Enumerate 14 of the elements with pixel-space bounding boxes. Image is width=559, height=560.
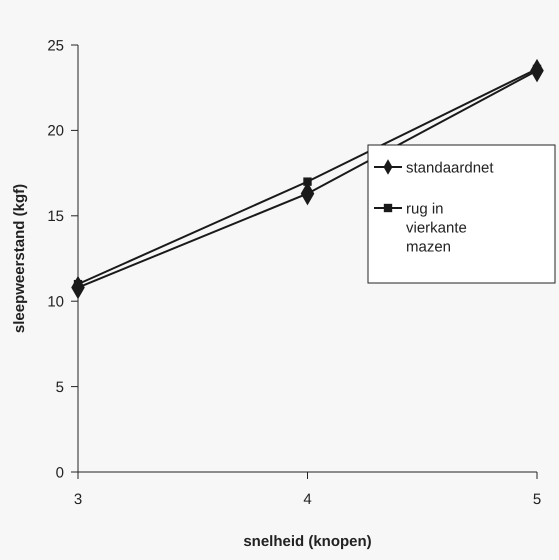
y-tick-label: 25 [47, 37, 64, 54]
y-tick-label: 5 [56, 378, 64, 396]
y-axis-title: sleepweerstand (kgf) [11, 184, 28, 334]
x-tick-label: 3 [74, 491, 82, 508]
x-axis-title: snelheid (knopen) [243, 533, 372, 550]
y-tick-label: 10 [47, 293, 64, 310]
x-tick-label: 4 [303, 491, 312, 508]
x-tick-label: 5 [532, 491, 542, 508]
y-tick-label: 20 [47, 122, 64, 140]
point [303, 177, 312, 186]
legend-label: rug in vierkante mazen [406, 200, 467, 256]
y-tick-label: 0 [56, 464, 64, 482]
legend-label: standaardnet [406, 159, 494, 176]
y-tick-label: 15 [47, 208, 64, 226]
